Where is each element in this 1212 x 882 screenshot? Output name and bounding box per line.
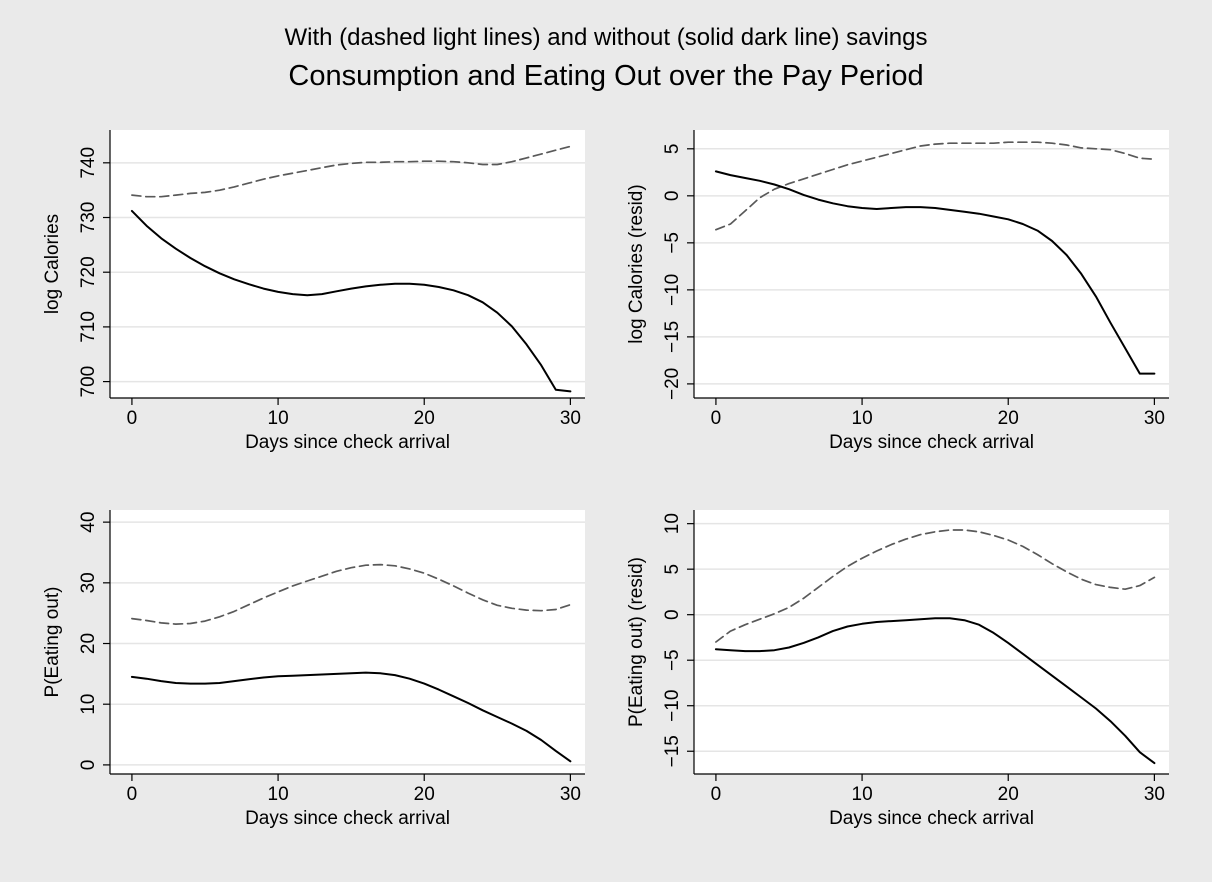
y-axis-title: log Calories <box>42 214 63 314</box>
x-tick-label: 30 <box>560 408 581 429</box>
solid-series-line <box>714 170 1156 375</box>
x-tick-label: 0 <box>711 408 722 429</box>
x-tick-label: 10 <box>852 408 873 429</box>
y-tick-label: −15 <box>662 321 683 353</box>
x-tick-label: 10 <box>268 784 289 805</box>
y-tick-label: 0 <box>78 760 99 771</box>
chart-title: Consumption and Eating Out over the Pay … <box>288 60 924 92</box>
x-tick-label: 30 <box>1144 784 1165 805</box>
panel-top-left: 700 710 720 730 740 0 10 20 30 Days since check a… <box>42 130 585 453</box>
dashed-series-line <box>715 141 1156 231</box>
x-axis-title: Days since check arrival <box>245 432 450 453</box>
solid-series-line <box>714 617 1156 765</box>
dashed-series-line <box>131 145 572 198</box>
y-tick-label: 740 <box>78 147 99 179</box>
x-tick-label: 20 <box>414 408 435 429</box>
x-tick-label: 10 <box>852 784 873 805</box>
dashed-series-line <box>131 563 572 625</box>
y-tick-label: 720 <box>78 256 99 288</box>
x-tick-label: 20 <box>414 784 435 805</box>
y-axis-title: P(Eating out) <box>42 587 63 698</box>
solid-series-line <box>130 671 572 763</box>
x-tick-label: 0 <box>711 784 722 805</box>
y-tick-label: −10 <box>662 274 683 306</box>
y-tick-label: 30 <box>78 572 99 593</box>
x-tick-label: 10 <box>268 408 289 429</box>
y-axis-title: log Calories (resid) <box>626 184 647 343</box>
y-tick-label: 10 <box>662 513 683 534</box>
y-tick-label: 0 <box>662 191 683 202</box>
x-tick-label: 0 <box>127 408 138 429</box>
y-tick-label: −5 <box>662 649 683 671</box>
x-tick-label: 30 <box>560 784 581 805</box>
y-tick-label: 5 <box>662 564 683 575</box>
plot-area-top-right <box>694 130 1169 398</box>
y-tick-label: −10 <box>662 690 683 722</box>
y-tick-label: −20 <box>662 368 683 400</box>
y-tick-label: 700 <box>78 366 99 398</box>
y-tick-label: 5 <box>662 144 683 155</box>
panel-bottom-left: 0 10 20 30 40 0 10 20 30 Days since check arrival… <box>42 510 585 829</box>
chart-subtitle: With (dashed light lines) and without (s… <box>284 24 928 51</box>
plot-area-top-left <box>110 130 585 398</box>
x-tick-label: 0 <box>127 784 138 805</box>
y-tick-label: 710 <box>78 311 99 343</box>
x-axis-title: Days since check arrival <box>829 808 1034 829</box>
x-tick-label: 20 <box>998 408 1019 429</box>
y-tick-label: −15 <box>662 735 683 767</box>
x-axis-title: Days since check arrival <box>829 432 1034 453</box>
plot-area-bottom-right <box>694 510 1169 774</box>
y-tick-label: 40 <box>78 512 99 533</box>
plot-area-bottom-left <box>110 510 585 774</box>
panel-top-right: −20 −15 −10 −5 0 5 0 10 20 30 Days since check arr… <box>626 130 1169 453</box>
panel-bottom-right: −15 −10 −5 0 5 10 0 10 20 30 Days since check arri… <box>626 510 1169 829</box>
solid-series-line <box>130 209 572 393</box>
y-tick-label: 10 <box>78 694 99 715</box>
dashed-series-line <box>715 529 1156 643</box>
y-tick-label: 20 <box>78 633 99 654</box>
y-tick-label: −5 <box>662 232 683 254</box>
x-tick-label: 20 <box>998 784 1019 805</box>
x-axis-title: Days since check arrival <box>245 808 450 829</box>
y-axis-title: P(Eating out) (resid) <box>626 557 647 727</box>
x-tick-label: 30 <box>1144 408 1165 429</box>
y-tick-label: 0 <box>662 609 683 620</box>
y-tick-label: 730 <box>78 202 99 234</box>
